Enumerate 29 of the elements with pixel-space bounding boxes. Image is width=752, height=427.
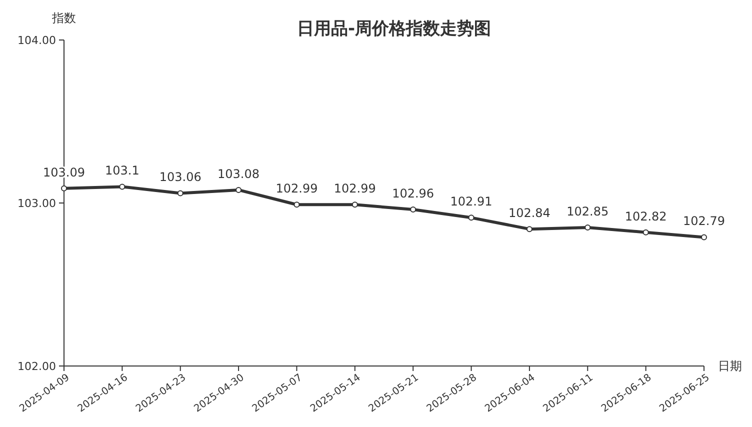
y-tick-label: 102.00 — [18, 360, 56, 373]
point — [119, 184, 126, 190]
data-label: 102.91 — [450, 194, 492, 209]
data-label: 102.85 — [566, 204, 609, 218]
point — [584, 224, 591, 230]
x-axis-title: 日期 — [718, 359, 742, 373]
data-label: 103.1 — [105, 164, 140, 178]
point — [701, 234, 707, 240]
point — [61, 185, 67, 192]
chart-title: 日用品-周价格指数走势图 — [296, 19, 492, 39]
data-label: 102.79 — [683, 214, 725, 228]
data-label: 102.99 — [334, 182, 376, 196]
y-tick-label: 104.00 — [18, 34, 56, 47]
y-axis-title: 指数 — [51, 11, 76, 25]
point — [642, 229, 649, 236]
data-label: 103.08 — [218, 166, 260, 181]
data-label: 103.06 — [159, 170, 202, 184]
point — [177, 190, 184, 196]
point — [468, 214, 474, 221]
point — [526, 226, 532, 232]
data-label: 102.99 — [276, 182, 318, 196]
point — [410, 206, 416, 213]
point — [236, 186, 242, 193]
y-tick-label: 103.00 — [18, 196, 56, 210]
data-label: 102.82 — [624, 209, 667, 224]
data-label: 102.84 — [508, 206, 550, 220]
point — [352, 202, 358, 208]
point — [294, 202, 300, 208]
data-label: 102.96 — [392, 186, 434, 201]
